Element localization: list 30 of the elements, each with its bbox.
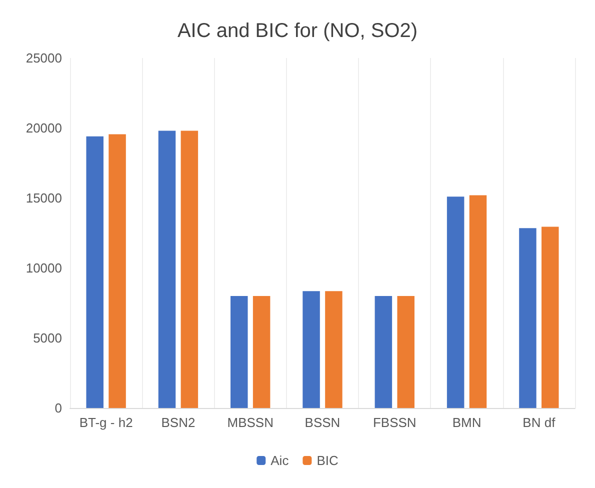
x-tick-label: MBSSN — [227, 415, 274, 430]
y-tick-label: 0 — [54, 400, 62, 416]
bar — [446, 196, 464, 408]
y-tick-label: 20000 — [26, 120, 62, 136]
bar — [252, 296, 270, 408]
x-tick-label: BMN — [452, 415, 482, 430]
x-tick-label: BN df — [522, 415, 556, 430]
legend-label: BIC — [316, 453, 338, 468]
chart-title: AIC and BIC for (NO, SO2) — [177, 20, 418, 42]
bar — [108, 134, 126, 408]
legend-label: Aic — [270, 453, 290, 468]
y-tick-label: 10000 — [26, 260, 62, 276]
y-tick-label: 25000 — [26, 50, 62, 66]
bar — [302, 291, 320, 408]
x-tick-label: BT-g - h2 — [79, 415, 133, 430]
bar — [325, 291, 342, 408]
bar — [180, 130, 198, 408]
bar — [519, 228, 536, 408]
bar — [158, 130, 176, 408]
bar — [374, 296, 392, 408]
x-tick-label: BSN2 — [161, 415, 196, 430]
x-tick-label: BSSN — [304, 415, 340, 430]
x-tick-label: FBSSN — [372, 415, 416, 430]
bar — [542, 226, 559, 408]
bar — [86, 136, 104, 408]
bar — [230, 296, 248, 408]
bar — [469, 195, 487, 408]
y-tick-label: 15000 — [26, 190, 62, 206]
bar — [397, 296, 414, 408]
y-tick-label: 5000 — [33, 330, 62, 346]
